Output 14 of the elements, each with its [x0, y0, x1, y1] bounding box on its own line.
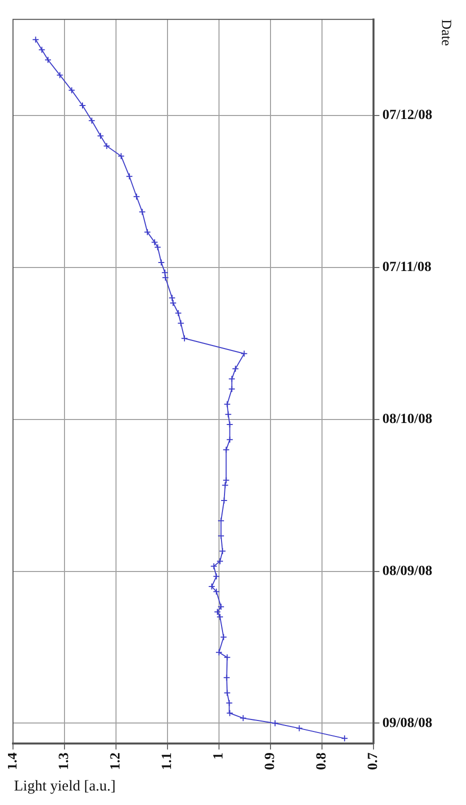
x-tick-label: 0.7 — [366, 752, 382, 770]
y-tick-label: 09/08/08 — [382, 716, 432, 731]
y-axis-title: Date — [438, 19, 453, 46]
x-tick-label: 1 — [212, 752, 227, 760]
x-tick-label: 0.8 — [314, 752, 330, 770]
x-tick-label: 1.1 — [160, 752, 176, 770]
y-tick-label: 07/12/08 — [382, 108, 432, 124]
y-tick-label: 08/09/08 — [382, 564, 432, 579]
x-tick-label: 0.9 — [263, 752, 278, 770]
x-tick-label: 1.2 — [108, 752, 124, 770]
y-tick-label: 07/11/08 — [382, 260, 432, 276]
x-axis-title: Light yield [a.u.] — [14, 778, 116, 794]
x-tick-label: 1.3 — [57, 752, 72, 770]
y-tick-label: 08/10/08 — [382, 412, 432, 428]
